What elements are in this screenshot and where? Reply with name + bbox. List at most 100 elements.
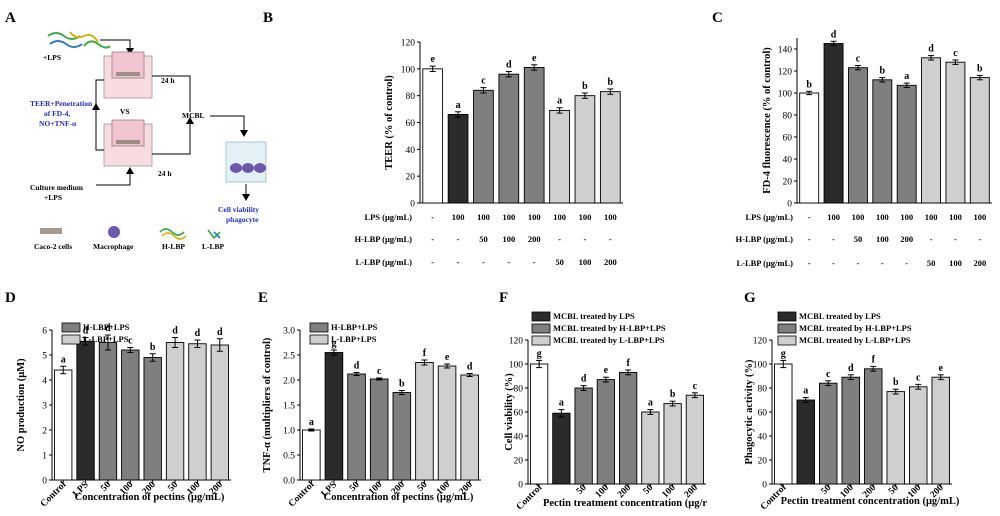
y-tick-label-c: 20 [783,178,793,188]
legend-swatch-f-1 [531,311,551,322]
sig-letter-f-7: b [670,389,676,400]
condition-c-llbp-3: - [857,258,860,268]
legend-text-d-1: H-LBP+LPS [83,322,130,332]
bar-f-1 [529,363,549,485]
sig-letter-d-3: d [105,323,111,334]
y-tick-label-c: 100 [778,90,793,100]
bar-e-4 [369,378,389,481]
sig-letter-c-3: c [856,54,861,65]
sig-letter-e-7: e [445,352,450,363]
y-tick-label-g: 40 [758,433,768,443]
condition-b-lps-1: - [431,212,434,222]
bar-d-3 [98,342,118,481]
macrophage-well [225,141,267,183]
bar-b-5 [523,67,545,204]
sig-letter-b-8: b [608,77,614,88]
legend-text-f-2: MCBL treated by H-LBP+LPS [553,323,666,333]
y-tick-label-b: 60 [406,119,416,129]
y-tick-label-c: 140 [778,46,793,56]
legend-text-f-3: MCBL treated by L-LBP+LPS [553,335,665,345]
bar-f-5 [618,371,638,485]
sig-letter-f-2: a [559,398,564,409]
condition-b-hlbp-3: 50 [479,234,488,244]
sig-letter-d-2: d [83,326,89,337]
hours-top: 24 h [161,76,175,85]
y-tick-label-d: 6 [42,327,47,337]
bar-b-6 [549,109,570,204]
sig-letter-f-8: c [693,381,698,392]
y-tick-label-f: 0 [518,481,523,491]
condition-b-lps-5: 100 [528,212,541,222]
condition-label-b-hlbp: H-LBP (μg/mL) [355,234,413,244]
bar-f-2 [552,412,571,485]
bar-c-3 [847,67,868,204]
y-tick-label-b: 120 [401,39,416,49]
legend-text-g-1: MCBL treated by LPS [799,311,881,321]
condition-b-lps-4: 100 [502,212,515,222]
condition-c-hlbp-6: - [930,234,933,244]
sig-letter-f-5: f [626,358,630,369]
condition-c-hlbp-8: - [978,234,981,244]
bar-d-1 [54,369,73,481]
condition-c-lps-1: - [808,212,811,222]
teer-text-2: of FD-4, [44,109,70,118]
sig-letter-f-4: e [604,365,609,376]
mcbl-label: MCBL [182,111,205,120]
sig-letter-b-5: e [532,53,537,64]
condition-c-lps-2: 100 [827,212,840,222]
bar-c-6 [921,57,942,204]
y-tick-label-d: 0 [42,477,47,487]
condition-c-lps-3: 100 [852,212,865,222]
bar-b-3 [473,89,494,204]
sig-letter-g-4: d [848,363,854,374]
y-tick-label-e: 3.0 [283,327,295,337]
teer-text-3: NO+TNF-α [39,119,77,128]
bar-g-4 [841,376,860,485]
culture-text-2: +LPS [44,193,62,202]
condition-b-hlbp-8: - [609,234,612,244]
condition-c-lps-6: 100 [925,212,938,222]
y-tick-label-e: 2.0 [283,377,295,387]
bar-f-8 [685,394,705,485]
y-axis-label-d: NO production (μM) [16,358,27,452]
condition-b-llbp-7: 100 [579,257,592,267]
hlbp-icon [159,228,187,240]
y-tick-label-e: 0.0 [283,477,295,487]
condition-label-c-lps: LPS (μg/mL) [745,212,793,222]
sig-letter-e-3: d [354,361,360,372]
condition-c-llbp-6: 50 [927,258,936,268]
sig-letter-d-6: d [172,326,178,337]
legend-swatch-d-2 [61,334,81,345]
panel-letter-g: G [744,290,756,306]
sig-letter-c-6: d [928,44,934,55]
sig-letter-e-4: c [377,366,382,377]
sig-letter-g-1: g [781,348,786,359]
panel-letter-d: D [5,290,16,306]
condition-b-lps-6: 100 [553,212,566,222]
legend-swatch-g-1 [777,311,797,322]
bar-d-4 [121,349,140,481]
legend-swatch-e-2 [309,334,329,345]
bar-d-5 [143,357,162,481]
condition-c-hlbp-5: 200 [900,234,913,244]
condition-c-llbp-8: 200 [973,258,986,268]
transwell-upper [103,51,153,99]
bar-e-1 [302,429,321,481]
y-tick-label-c: 120 [778,68,793,78]
bar-c-2 [823,43,844,204]
sig-letter-g-6: b [893,377,899,388]
y-tick-label-b: 20 [406,173,416,183]
bar-d-7 [188,343,207,481]
caco2-icon [40,228,62,234]
y-axis-label-f: Cell viability (%) [504,373,515,451]
bar-g-8 [931,376,950,485]
condition-b-hlbp-2: - [457,234,460,244]
legend-text-d-2: L-LBP+LPS [83,334,129,344]
bar-b-1 [422,68,444,204]
sig-letter-b-6: a [557,96,562,107]
sig-letter-c-2: d [831,29,837,40]
condition-c-hlbp-2: - [832,234,835,244]
y-tick-label-g: 120 [753,337,768,347]
y-tick-label-g: 0 [762,481,767,491]
